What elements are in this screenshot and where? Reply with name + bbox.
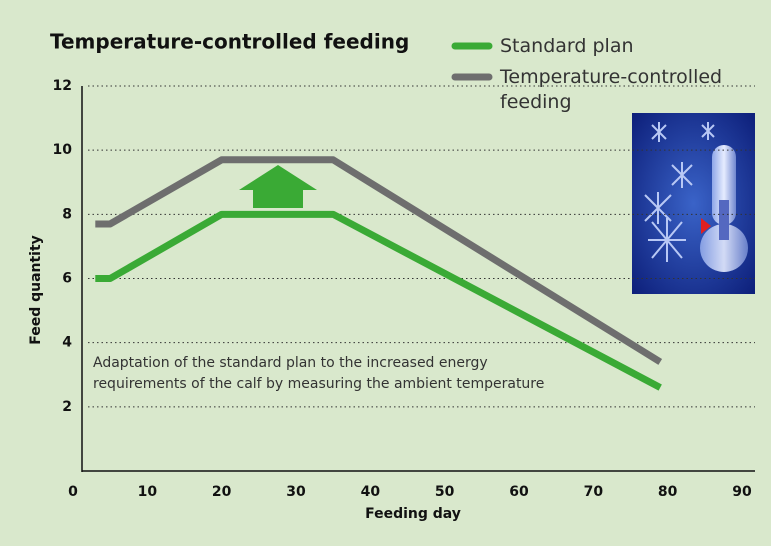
annotation: requirements of the calf by measuring th… (93, 376, 544, 392)
x-tick-label: 0 (68, 484, 78, 500)
y-tick-label: 8 (62, 206, 72, 222)
x-tick-label: 90 (732, 484, 752, 500)
x-tick-label: 50 (435, 484, 455, 500)
y-axis-title: Feed quantity (28, 235, 44, 345)
y-tick-label: 2 (62, 399, 72, 415)
x-tick-label: 40 (361, 484, 381, 500)
thermometer-image (632, 113, 755, 294)
page: Temperature-controlled feeding Feed quan… (0, 0, 771, 546)
annotation: Adaptation of the standard plan to the i… (93, 355, 488, 371)
x-tick-label: 20 (212, 484, 232, 500)
x-tick-label: 60 (509, 484, 529, 500)
y-tick-label: 4 (62, 335, 72, 351)
y-tick-label: 12 (53, 78, 72, 94)
x-tick-label: 30 (286, 484, 306, 500)
x-tick-label: 80 (658, 484, 678, 500)
series-line (95, 160, 660, 362)
x-tick-label: 10 (138, 484, 158, 500)
legend-label: Standard plan (500, 34, 760, 59)
y-tick-label: 6 (62, 271, 72, 287)
y-tick-label: 10 (53, 142, 73, 158)
chart-title: Temperature-controlled feeding (50, 30, 409, 54)
x-axis-title: Feeding day (365, 506, 461, 522)
x-tick-label: 70 (584, 484, 604, 500)
increase-arrow (239, 165, 317, 208)
legend-label: Temperature-controlled feeding (500, 65, 760, 115)
